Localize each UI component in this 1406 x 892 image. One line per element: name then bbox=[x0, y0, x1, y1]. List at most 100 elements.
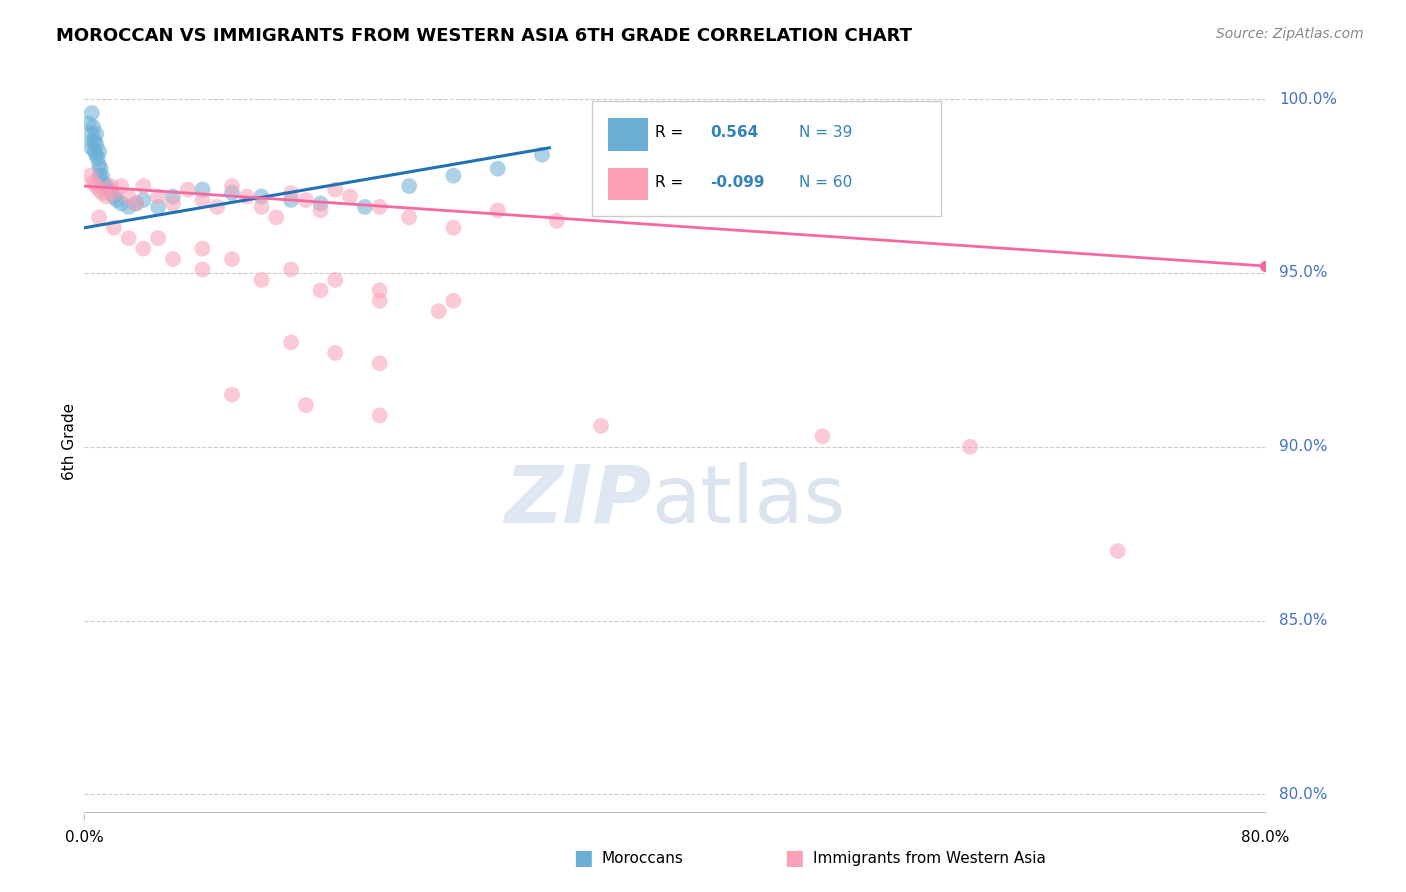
Point bbox=[591, 418, 613, 433]
Point bbox=[280, 186, 302, 200]
Point bbox=[368, 409, 391, 423]
Point bbox=[82, 120, 104, 134]
Point bbox=[1107, 544, 1129, 558]
Point bbox=[90, 161, 112, 176]
Point bbox=[443, 293, 465, 308]
Text: 95.0%: 95.0% bbox=[1279, 266, 1327, 280]
Point bbox=[83, 145, 105, 159]
Point bbox=[148, 200, 170, 214]
Point bbox=[368, 283, 391, 297]
Text: Immigrants from Western Asia: Immigrants from Western Asia bbox=[813, 851, 1046, 865]
Point bbox=[80, 141, 103, 155]
Point bbox=[191, 193, 214, 207]
Text: ZIP: ZIP bbox=[503, 462, 651, 540]
Point bbox=[132, 179, 155, 194]
Point bbox=[87, 145, 111, 159]
Point bbox=[87, 211, 111, 225]
Point bbox=[295, 398, 318, 412]
Point bbox=[118, 189, 141, 203]
Point bbox=[125, 196, 148, 211]
Point bbox=[368, 293, 391, 308]
Point bbox=[84, 179, 107, 194]
Point bbox=[309, 203, 332, 218]
Text: 90.0%: 90.0% bbox=[1279, 439, 1327, 454]
Point bbox=[103, 220, 125, 235]
Point bbox=[339, 189, 361, 203]
Text: R =: R = bbox=[655, 175, 688, 190]
Point bbox=[221, 186, 243, 200]
Point bbox=[84, 137, 107, 152]
Text: R =: R = bbox=[655, 125, 688, 140]
Point bbox=[110, 179, 132, 194]
Point bbox=[77, 116, 100, 130]
FancyBboxPatch shape bbox=[607, 168, 648, 200]
Text: 80.0%: 80.0% bbox=[1279, 787, 1327, 802]
Text: -0.099: -0.099 bbox=[710, 175, 765, 190]
Point bbox=[959, 440, 981, 454]
Text: 80.0%: 80.0% bbox=[1241, 830, 1289, 846]
Point bbox=[110, 196, 132, 211]
Point bbox=[103, 186, 125, 200]
Point bbox=[80, 134, 103, 148]
Point bbox=[84, 127, 107, 141]
Point bbox=[191, 262, 214, 277]
Point bbox=[177, 182, 200, 196]
Point bbox=[132, 242, 155, 256]
Text: 85.0%: 85.0% bbox=[1279, 613, 1327, 628]
Point bbox=[443, 169, 465, 183]
Point bbox=[309, 196, 332, 211]
Point bbox=[236, 189, 259, 203]
Point bbox=[118, 231, 141, 245]
Point bbox=[221, 179, 243, 194]
Point bbox=[148, 189, 170, 203]
Point bbox=[398, 211, 420, 225]
Point bbox=[118, 200, 141, 214]
Point bbox=[531, 148, 554, 162]
Text: ■: ■ bbox=[785, 848, 804, 868]
Point bbox=[87, 182, 111, 196]
Point bbox=[96, 179, 118, 194]
Point bbox=[486, 161, 509, 176]
Point bbox=[103, 189, 125, 203]
Point bbox=[221, 387, 243, 401]
Point bbox=[91, 186, 114, 200]
Point bbox=[132, 193, 155, 207]
Point bbox=[84, 148, 107, 162]
Text: 100.0%: 100.0% bbox=[1279, 92, 1337, 107]
Text: N = 60: N = 60 bbox=[799, 175, 852, 190]
Point bbox=[280, 262, 302, 277]
Point bbox=[162, 196, 184, 211]
Text: 0.0%: 0.0% bbox=[65, 830, 104, 846]
Point bbox=[93, 176, 115, 190]
Point bbox=[546, 214, 568, 228]
Point bbox=[250, 200, 273, 214]
Point bbox=[250, 273, 273, 287]
Text: Moroccans: Moroccans bbox=[602, 851, 683, 865]
Point bbox=[191, 242, 214, 256]
Point bbox=[427, 304, 450, 318]
Point bbox=[87, 169, 111, 183]
Point bbox=[280, 193, 302, 207]
Point bbox=[87, 158, 111, 172]
Point bbox=[443, 220, 465, 235]
Point bbox=[83, 134, 105, 148]
Point bbox=[79, 169, 101, 183]
Point bbox=[295, 193, 318, 207]
Point bbox=[811, 429, 834, 443]
Point bbox=[368, 356, 391, 370]
Point bbox=[325, 273, 347, 287]
Point bbox=[91, 169, 114, 183]
Text: N = 39: N = 39 bbox=[799, 125, 852, 140]
Y-axis label: 6th Grade: 6th Grade bbox=[62, 403, 77, 480]
Point bbox=[80, 106, 103, 120]
Point bbox=[207, 200, 229, 214]
Text: 0.564: 0.564 bbox=[710, 125, 759, 140]
Point bbox=[162, 189, 184, 203]
Point bbox=[100, 179, 122, 194]
Point bbox=[325, 182, 347, 196]
FancyBboxPatch shape bbox=[592, 101, 941, 216]
Point bbox=[354, 200, 377, 214]
Point bbox=[162, 252, 184, 266]
Text: ■: ■ bbox=[574, 848, 593, 868]
Point bbox=[250, 189, 273, 203]
